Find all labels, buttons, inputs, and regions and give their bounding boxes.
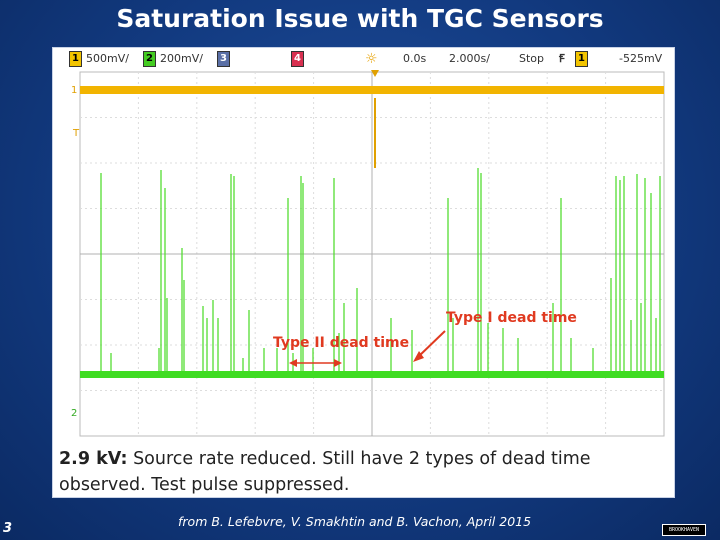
ch1-scale: 500mV/ xyxy=(86,52,129,65)
ch4-badge: 4 xyxy=(291,51,304,67)
ch1-trace xyxy=(80,86,664,94)
oscilloscope-screenshot: 1 500mV/ 2 200mV/ 3 4 ☼ 0.0s 2.000s/ Stop … xyxy=(52,47,675,498)
ch2-marker: 2 xyxy=(71,408,77,419)
scope-status-bar: 1 500mV/ 2 200mV/ 3 4 ☼ 0.0s 2.000s/ Stop … xyxy=(69,50,665,70)
trigger-level: -525mV xyxy=(619,52,663,65)
type2-arrowhead-right xyxy=(334,359,342,367)
page-number: 3 xyxy=(3,521,13,536)
scope-display: 1 T 2 Type I dead time Type II dead time xyxy=(71,70,665,437)
ch2-baseline xyxy=(80,371,664,378)
bnl-logo: BROOKHAVEN xyxy=(662,524,706,536)
ch1-setting: 1 500mV/ xyxy=(69,51,129,67)
type2-label: Type II dead time xyxy=(273,335,409,351)
caption-voltage: 2.9 kV: xyxy=(59,449,128,469)
ch3-setting: 3 xyxy=(217,51,234,67)
ch1-marker: 1 xyxy=(71,85,77,96)
type1-arrow xyxy=(417,330,446,358)
trigger-marker-t: T xyxy=(72,128,80,139)
credit-line: from B. Lefebvre, V. Smakhtin and B. Vac… xyxy=(178,514,532,529)
caption-text: Source rate reduced. Still have 2 types … xyxy=(59,449,591,495)
trigger-position-icon: ☼ xyxy=(365,51,378,67)
trigger-edge-icon: Ꞙ xyxy=(559,52,565,65)
ch1-badge: 1 xyxy=(69,51,82,67)
ch2-scale: 200mV/ xyxy=(160,52,203,65)
trigger-marker-icon xyxy=(371,70,379,77)
slide-title: Saturation Issue with TGC Sensors xyxy=(116,4,604,33)
scope-grid xyxy=(79,71,665,437)
trigger-channel: 1 xyxy=(575,51,592,67)
run-state: Stop xyxy=(519,52,545,65)
type1-arrowhead xyxy=(413,351,424,362)
slide-caption: 2.9 kV: Source rate reduced. Still have … xyxy=(59,446,659,498)
time-offset: 0.0s xyxy=(403,52,427,65)
ch2-spikes xyxy=(100,168,661,374)
ch2-setting: 2 200mV/ xyxy=(143,51,203,67)
type1-label: Type I dead time xyxy=(446,310,577,326)
ch2-badge: 2 xyxy=(143,51,156,67)
trigger-channel-badge: 1 xyxy=(575,51,588,67)
type2-arrowhead-left xyxy=(289,359,297,367)
timebase: 2.000s/ xyxy=(449,52,490,65)
ch3-badge: 3 xyxy=(217,51,230,67)
ch4-setting: 4 xyxy=(291,51,308,67)
